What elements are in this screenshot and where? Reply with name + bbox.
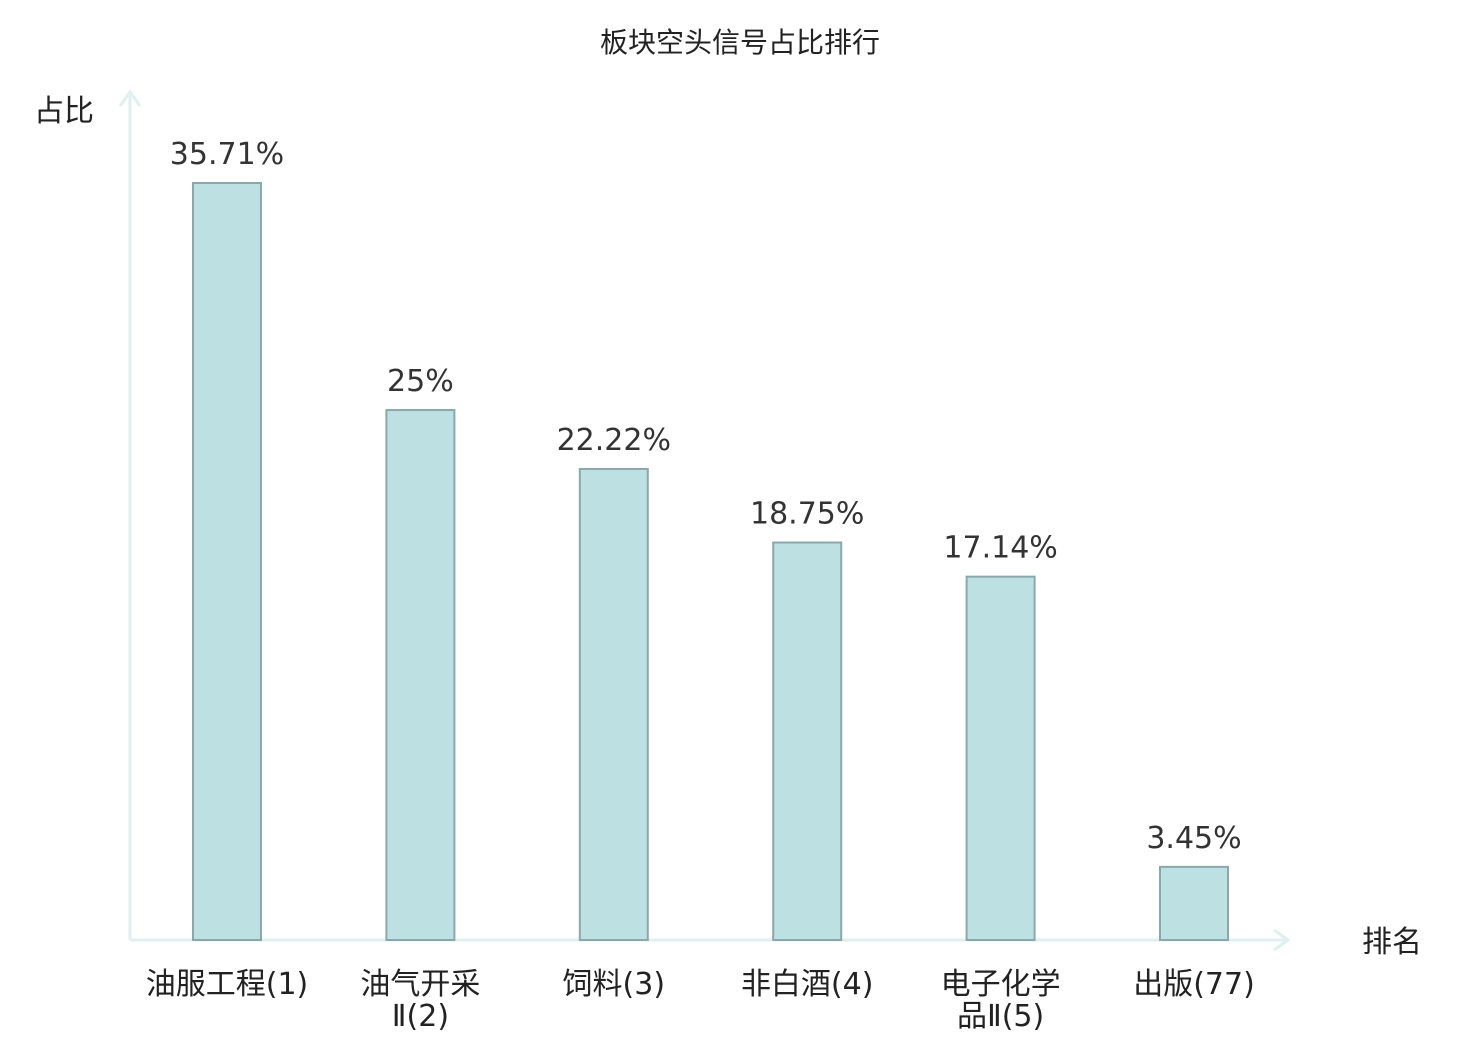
x-tick-label: 品Ⅱ(5) [957,999,1044,1034]
bar-value-label: 18.75% [750,497,864,532]
chart-title: 板块空头信号占比排行 [600,26,880,59]
y-axis-arrow-icon [118,89,142,107]
bar-value-label: 35.71% [170,137,284,172]
bar-value-label: 25% [387,364,454,399]
bar [578,467,649,941]
bar-value-label: 22.22% [557,423,671,458]
bar-value-label: 17.14% [943,531,1057,566]
y-axis-label: 占比 [34,94,94,129]
bars-group [192,182,1229,942]
bar [385,409,456,942]
x-axis-label: 排名 [1362,925,1422,960]
x-axis [130,928,1291,952]
bar [1159,865,1229,942]
bar-value-label: 3.45% [1146,821,1241,856]
x-axis-arrow-icon [1273,928,1291,952]
value-labels-group: 35.71% 25% 22.22% 18.75% 17.14% 3.45% [170,137,1242,856]
bar [772,541,843,941]
x-tick-label: 油气开采 [360,967,480,1002]
x-tick-label: 电子化学 [941,967,1061,1002]
x-tick-label: 油服工程(1) [146,967,309,1002]
x-tick-label: 饲料(3) [563,967,666,1002]
bar [192,182,262,941]
x-tick-label: Ⅱ(2) [392,999,449,1034]
x-tick-label: 非白酒(4) [741,967,874,1002]
bar [965,575,1036,942]
y-axis [118,89,142,940]
x-tick-label: 出版(77) [1133,967,1255,1002]
